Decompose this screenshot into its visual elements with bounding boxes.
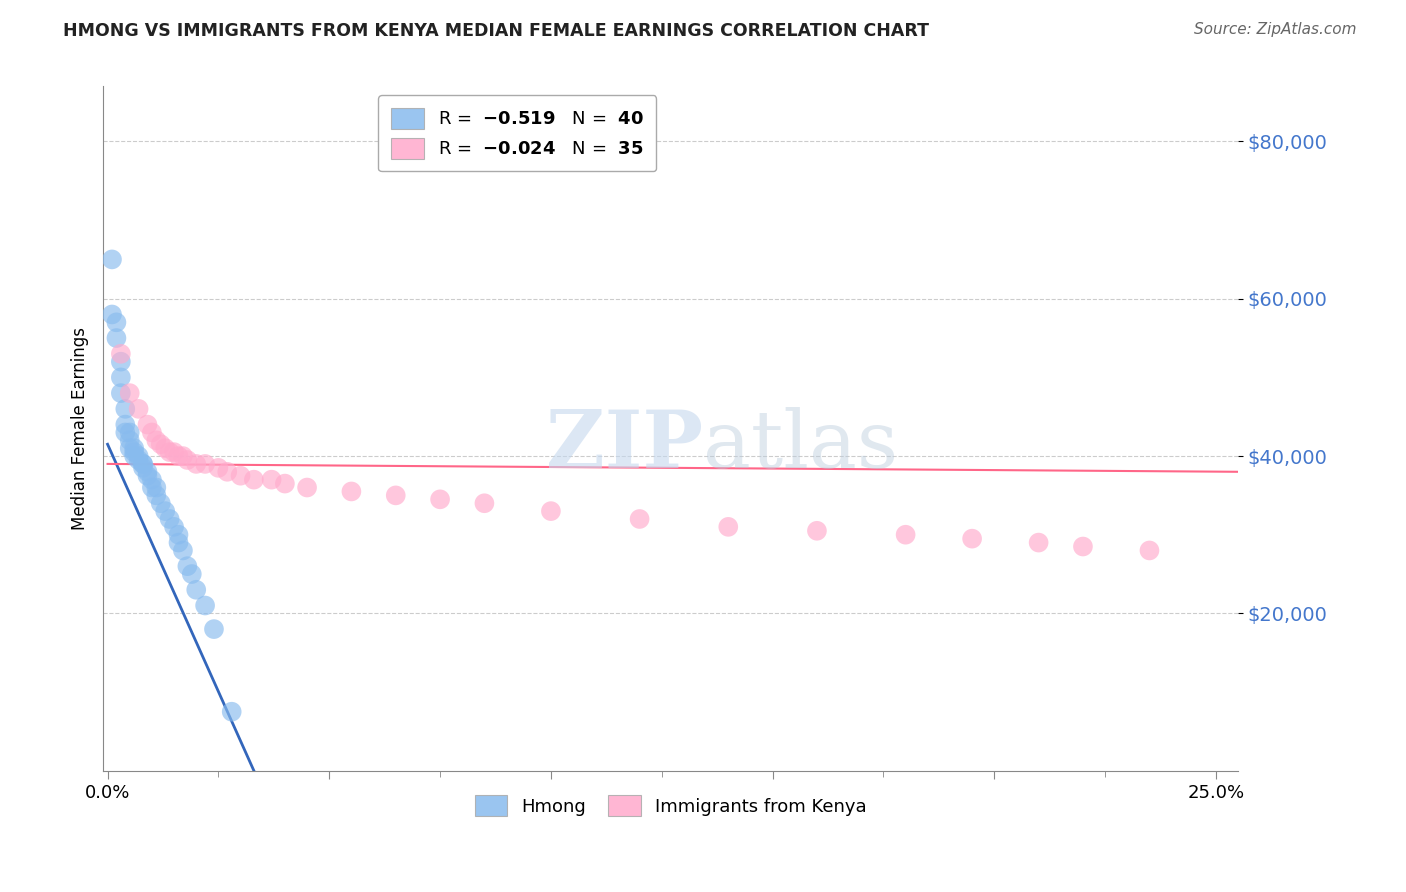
Point <box>153 441 176 455</box>
Point <box>894 527 917 541</box>
Text: Source: ZipAtlas.com: Source: ZipAtlas.com <box>1194 22 1357 37</box>
Point <box>141 481 163 495</box>
Point <box>132 461 155 475</box>
Point <box>1071 540 1094 554</box>
Point <box>118 386 141 401</box>
Point <box>167 527 190 541</box>
Point <box>128 401 150 416</box>
Point <box>122 445 145 459</box>
Point <box>128 453 150 467</box>
Point <box>163 445 186 459</box>
Point <box>132 457 155 471</box>
Point <box>180 567 202 582</box>
Point <box>141 473 163 487</box>
Point <box>1139 543 1161 558</box>
Point <box>172 449 194 463</box>
Point <box>540 504 562 518</box>
Point <box>274 476 297 491</box>
Point <box>167 535 190 549</box>
Point <box>136 468 159 483</box>
Point <box>717 520 740 534</box>
Point <box>628 512 651 526</box>
Point <box>960 532 983 546</box>
Point <box>145 488 167 502</box>
Point <box>806 524 828 538</box>
Point <box>110 386 132 401</box>
Point <box>145 481 167 495</box>
Point <box>118 434 141 448</box>
Point <box>110 347 132 361</box>
Point <box>136 417 159 432</box>
Point <box>194 457 217 471</box>
Point <box>1028 535 1050 549</box>
Point <box>141 425 163 440</box>
Point <box>118 425 141 440</box>
Point <box>295 481 318 495</box>
Point <box>202 622 225 636</box>
Point <box>110 370 132 384</box>
Point <box>176 453 198 467</box>
Point <box>221 705 243 719</box>
Point <box>110 354 132 368</box>
Point <box>149 496 172 510</box>
Point <box>101 308 124 322</box>
Point <box>194 599 217 613</box>
Point <box>114 401 136 416</box>
Point <box>474 496 496 510</box>
Point <box>229 468 252 483</box>
Point <box>172 543 194 558</box>
Point <box>340 484 363 499</box>
Point <box>122 449 145 463</box>
Point <box>159 445 181 459</box>
Point <box>243 473 266 487</box>
Point <box>105 315 128 329</box>
Point <box>217 465 239 479</box>
Point <box>163 520 186 534</box>
Point <box>132 457 155 471</box>
Point <box>114 425 136 440</box>
Point <box>186 582 208 597</box>
Text: ZIP: ZIP <box>546 407 703 485</box>
Point <box>105 331 128 345</box>
Point <box>384 488 406 502</box>
Point <box>186 457 208 471</box>
Text: HMONG VS IMMIGRANTS FROM KENYA MEDIAN FEMALE EARNINGS CORRELATION CHART: HMONG VS IMMIGRANTS FROM KENYA MEDIAN FE… <box>63 22 929 40</box>
Point <box>114 417 136 432</box>
Point <box>128 449 150 463</box>
Point <box>118 441 141 455</box>
Point <box>429 492 451 507</box>
Point <box>159 512 181 526</box>
Y-axis label: Median Female Earnings: Median Female Earnings <box>72 327 89 530</box>
Text: atlas: atlas <box>703 407 898 485</box>
Point <box>260 473 283 487</box>
Legend: Hmong, Immigrants from Kenya: Hmong, Immigrants from Kenya <box>467 788 873 823</box>
Point <box>122 441 145 455</box>
Point <box>145 434 167 448</box>
Point <box>207 461 229 475</box>
Point <box>149 437 172 451</box>
Point <box>101 252 124 267</box>
Point <box>167 449 190 463</box>
Point <box>153 504 176 518</box>
Point <box>136 465 159 479</box>
Point <box>176 559 198 574</box>
